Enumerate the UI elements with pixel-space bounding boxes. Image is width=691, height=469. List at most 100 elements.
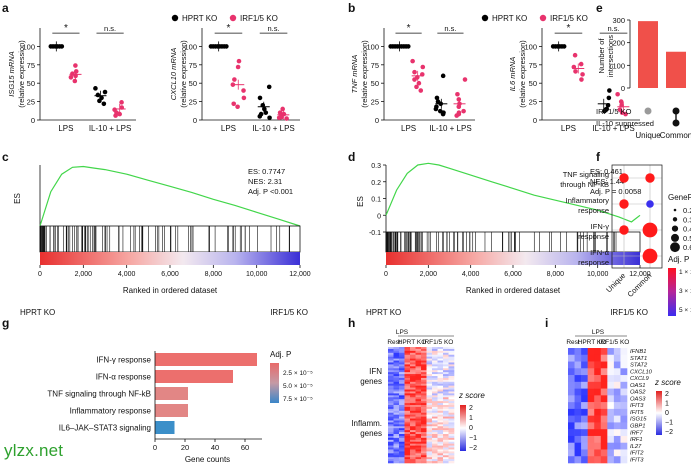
heat-cell xyxy=(426,405,433,408)
heat-cell xyxy=(399,399,405,402)
category-label: IL6–JAK–STAT3 signaling xyxy=(59,424,151,433)
heat-cell xyxy=(404,401,411,404)
heat-cell xyxy=(404,366,411,369)
data-point xyxy=(95,92,101,98)
heat-cell xyxy=(404,443,411,446)
data-point xyxy=(262,106,267,112)
heat-cell xyxy=(410,432,416,435)
scale-label: 0 xyxy=(469,425,473,432)
heat-cell xyxy=(607,442,615,450)
data-point xyxy=(266,84,272,90)
heat-cell xyxy=(620,388,628,396)
category-label: Inflammatory response xyxy=(70,407,152,416)
heat-cell xyxy=(426,383,433,386)
heat-cell xyxy=(594,381,602,389)
y-tick-label: 25 xyxy=(529,98,537,107)
term-label: through NF-kB xyxy=(560,180,609,189)
heat-cell xyxy=(568,381,575,389)
size-legend-dot xyxy=(671,233,679,242)
term-label: response xyxy=(578,232,609,241)
heat-cell xyxy=(594,429,602,437)
heat-cell xyxy=(600,456,608,464)
heat-cell xyxy=(613,435,621,444)
heat-cell xyxy=(448,430,455,433)
heat-cell xyxy=(421,457,427,460)
heat-cell xyxy=(388,389,394,392)
heat-cell xyxy=(620,456,628,464)
heat-cell xyxy=(426,441,433,444)
heat-cell xyxy=(600,429,608,437)
heat-cell xyxy=(393,445,400,448)
heat-cell xyxy=(404,459,411,462)
heat-cell xyxy=(399,424,405,427)
panel-label-i: i xyxy=(545,316,548,330)
panel-label-d: d xyxy=(348,150,355,164)
heat-cell xyxy=(426,370,433,373)
heat-cell xyxy=(399,376,405,379)
heat-cell xyxy=(600,348,608,356)
heat-cell xyxy=(432,356,438,359)
heat-cell xyxy=(448,368,455,371)
heat-cell xyxy=(600,415,608,423)
heat-cell xyxy=(587,442,595,450)
y-tick-label: 0 xyxy=(193,116,197,125)
heat-cell xyxy=(399,364,405,367)
heat-cell xyxy=(437,441,444,444)
heat-cell xyxy=(437,414,444,417)
heat-cell xyxy=(399,449,405,452)
data-point xyxy=(456,97,462,102)
data-point xyxy=(440,73,446,79)
heat-cell xyxy=(432,455,438,458)
data-point xyxy=(72,78,78,84)
heat-cell xyxy=(421,437,427,441)
heat-cell xyxy=(410,430,416,433)
heat-cell xyxy=(448,393,455,396)
data-point xyxy=(231,101,237,107)
heat-cell xyxy=(393,387,400,390)
heat-cell xyxy=(415,416,422,419)
heat-cell xyxy=(426,410,433,414)
legend-marker-irf xyxy=(539,14,547,22)
x-tick-label: IL-10 + LPS xyxy=(592,124,634,133)
heat-cell xyxy=(437,405,444,408)
heat-cell xyxy=(594,354,602,362)
heat-cell xyxy=(404,393,411,396)
color-legend-label: 3 × 10⁻⁴ xyxy=(679,288,691,295)
heat-cell xyxy=(448,457,455,460)
y-axis-label: (relative expression) xyxy=(179,40,188,108)
heat-cell xyxy=(437,451,444,454)
heat-cell xyxy=(426,428,433,431)
heat-cell xyxy=(607,456,615,464)
data-point xyxy=(232,77,237,82)
heat-cell xyxy=(404,414,411,417)
heat-cell xyxy=(437,358,444,361)
heat-cell xyxy=(443,387,449,390)
x-tick-label: 40 xyxy=(211,443,219,452)
heat-cell xyxy=(421,381,427,385)
heat-cell xyxy=(437,432,444,435)
heat-cell xyxy=(410,379,416,383)
matrix-row-label: IRF1/5 KO xyxy=(596,107,632,116)
group-label-left: HPRT KO xyxy=(366,308,401,317)
heat-cell xyxy=(594,361,602,369)
heat-cell xyxy=(399,350,405,354)
heat-cell xyxy=(410,381,416,385)
color-legend-title: Adj. P xyxy=(668,255,689,264)
heat-cell xyxy=(421,354,427,357)
term-label: Inflammatory xyxy=(566,196,610,205)
heat-cell xyxy=(410,408,416,412)
heat-cell xyxy=(388,451,394,454)
heat-cell xyxy=(448,389,455,392)
x-tick-label: 10,000 xyxy=(246,271,268,278)
size-legend-label: 0.6 xyxy=(683,243,691,252)
heat-cell xyxy=(426,461,433,464)
heat-cell xyxy=(432,457,438,460)
heat-cell xyxy=(404,437,411,441)
heat-cell xyxy=(581,395,588,403)
heat-cell xyxy=(448,408,455,412)
heat-cell xyxy=(437,389,444,392)
heat-cell xyxy=(613,402,621,410)
x-tick-label: 2,000 xyxy=(75,271,93,278)
heat-cell xyxy=(432,424,438,427)
heat-cell xyxy=(399,432,405,435)
